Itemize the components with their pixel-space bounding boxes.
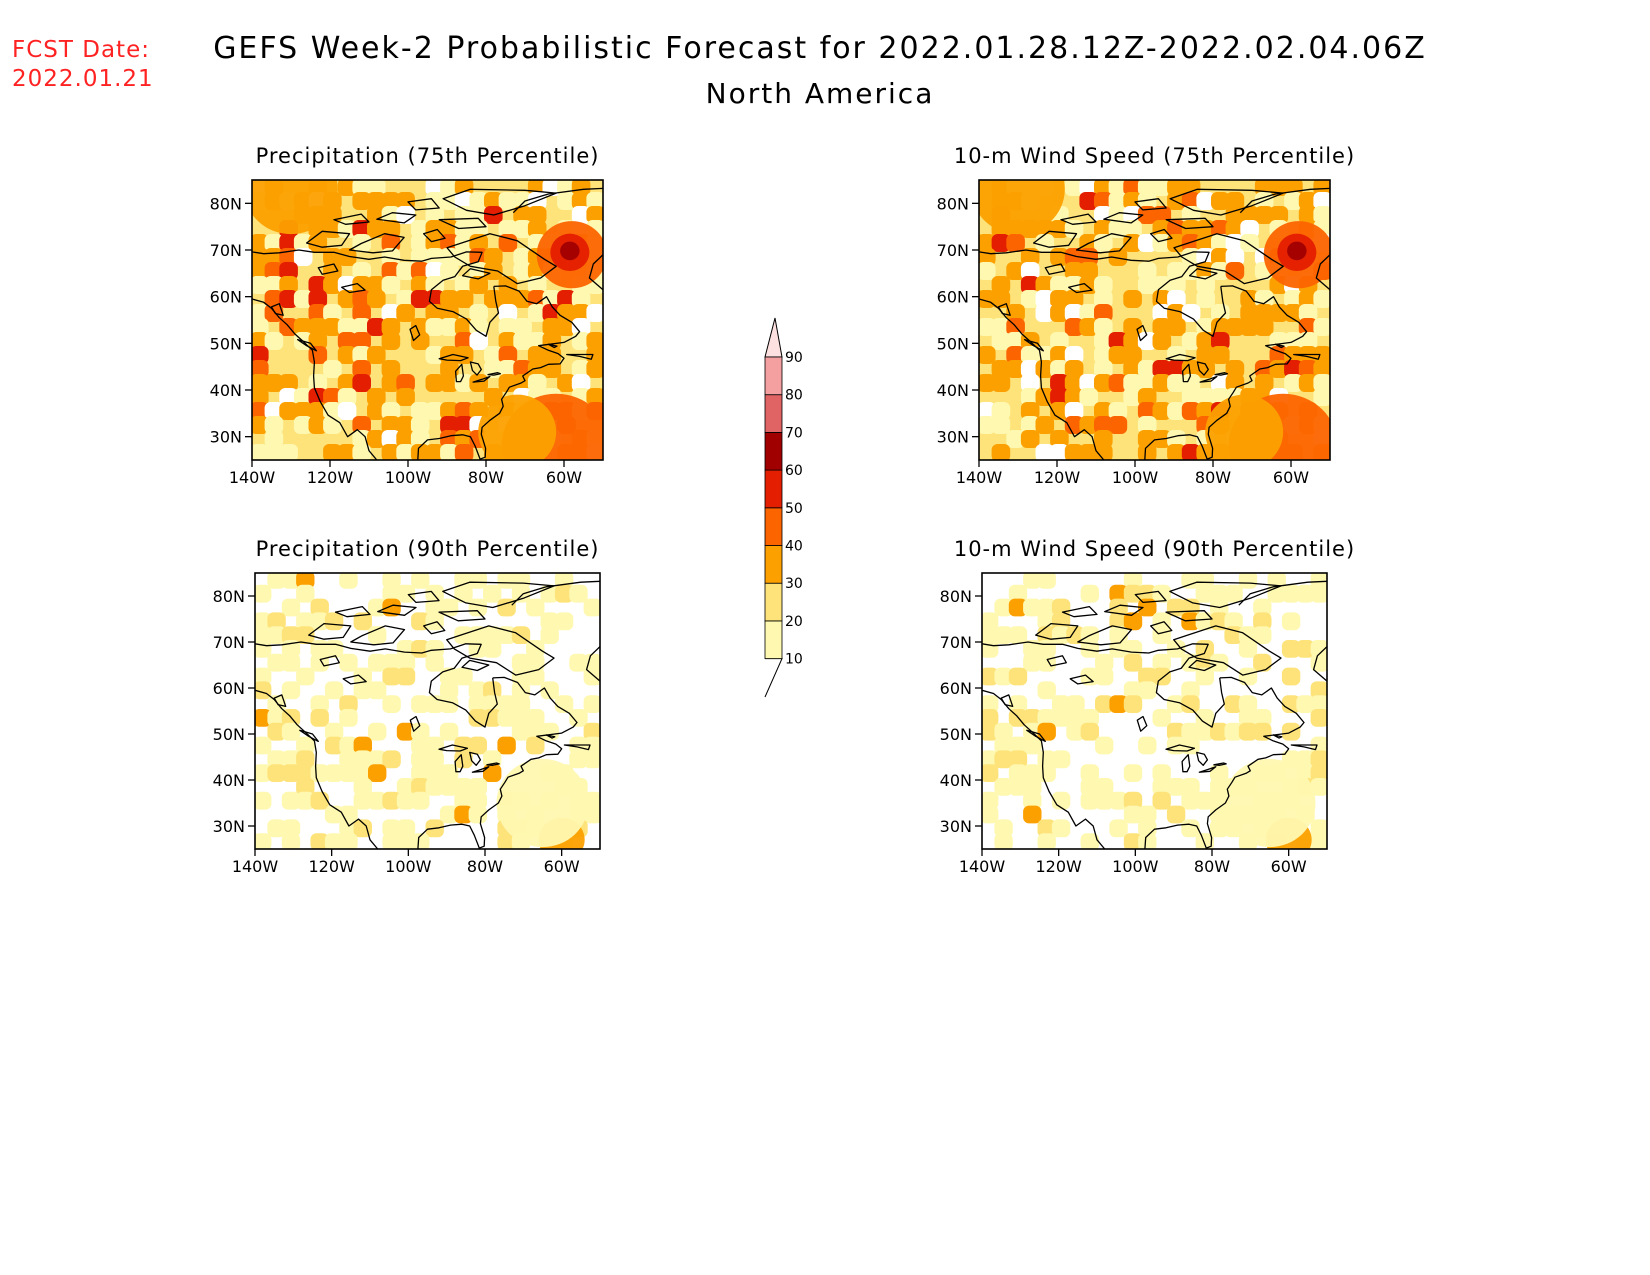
forecast-date-label: FCST Date: xyxy=(12,37,150,63)
panel-frame xyxy=(978,179,1331,461)
lon-tick-label: 120W xyxy=(308,857,355,876)
colorbar-swatch xyxy=(764,431,783,471)
lon-tick-label: 60W xyxy=(1271,857,1307,876)
panel-frame xyxy=(981,572,1328,850)
colorbar-label: 60 xyxy=(785,463,803,479)
lat-tick-label: 40N xyxy=(210,381,242,400)
colorbar: 10 20 30 40 50 60 70 80 90 xyxy=(764,317,803,698)
map-panel-precip-75: Precipitation (75th Percentile) 80N 70N 60N… xyxy=(210,144,604,487)
lat-tick-label: 80N xyxy=(937,194,969,213)
lon-tick-label: 60W xyxy=(1273,468,1309,487)
colorbar-label: 30 xyxy=(785,576,803,592)
coastline xyxy=(982,580,1327,849)
panel-frame xyxy=(251,179,604,461)
colorbar-label: 50 xyxy=(785,501,803,517)
probability-field xyxy=(252,180,603,460)
colorbar-label: 10 xyxy=(785,652,803,668)
lat-tick-label: 40N xyxy=(213,771,245,790)
lon-tick-label: 60W xyxy=(544,857,580,876)
lon-tick-label: 140W xyxy=(956,468,1003,487)
colorbar-swatch xyxy=(764,545,783,584)
panel-title: 10-m Wind Speed (75th Percentile) xyxy=(954,144,1355,168)
colorbar-swatch xyxy=(764,394,783,433)
panel-title: Precipitation (90th Percentile) xyxy=(256,537,600,561)
coastline xyxy=(252,187,603,460)
lat-tick-label: 50N xyxy=(937,334,969,353)
lat-tick-label: 60N xyxy=(937,288,969,307)
panel-frame xyxy=(254,572,601,850)
lat-tick-label: 60N xyxy=(210,288,242,307)
panel-title: Precipitation (75th Percentile) xyxy=(256,144,600,168)
lon-tick-label: 80W xyxy=(467,857,503,876)
lon-tick-label: 100W xyxy=(1112,468,1159,487)
colorbar-swatch xyxy=(764,356,783,396)
probability-field xyxy=(979,180,1330,460)
lat-tick-label: 70N xyxy=(210,241,242,260)
lon-tick-label: 140W xyxy=(232,857,279,876)
lat-tick-label: 40N xyxy=(940,771,972,790)
lon-tick-label: 100W xyxy=(1112,857,1159,876)
colorbar-extend-top xyxy=(764,317,783,358)
colorbar-label: 80 xyxy=(785,388,803,404)
lat-tick-label: 50N xyxy=(210,334,242,353)
lat-tick-label: 30N xyxy=(213,817,245,836)
lat-tick-label: 30N xyxy=(940,817,972,836)
probability-field xyxy=(982,573,1327,849)
lat-tick-label: 80N xyxy=(213,587,245,606)
lat-tick-label: 60N xyxy=(213,679,245,698)
lat-tick-label: 50N xyxy=(213,725,245,744)
colorbar-label: 70 xyxy=(785,425,803,441)
panel-title: 10-m Wind Speed (90th Percentile) xyxy=(954,537,1355,561)
lon-tick-label: 120W xyxy=(307,468,354,487)
lat-tick-label: 70N xyxy=(940,633,972,652)
lon-tick-label: 80W xyxy=(468,468,504,487)
lat-tick-label: 30N xyxy=(937,428,969,447)
map-panel-wind-90: 10-m Wind Speed (90th Percentile) 80N 70N 6… xyxy=(940,537,1355,876)
lat-tick-label: 30N xyxy=(210,428,242,447)
figure-title: GEFS Week-2 Probabilistic Forecast for 2… xyxy=(213,31,1427,66)
colorbar-label: 40 xyxy=(785,539,803,555)
lat-tick-label: 70N xyxy=(213,633,245,652)
colorbar-label: 90 xyxy=(785,350,803,366)
coastline xyxy=(979,187,1330,460)
figure-subtitle: North America xyxy=(705,77,935,110)
lat-tick-label: 60N xyxy=(940,679,972,698)
colorbar-label: 20 xyxy=(785,614,803,630)
lat-tick-label: 80N xyxy=(940,587,972,606)
lat-tick-label: 50N xyxy=(940,725,972,744)
lon-tick-label: 60W xyxy=(546,468,582,487)
colorbar-swatch xyxy=(764,582,783,622)
lon-tick-label: 80W xyxy=(1194,857,1230,876)
forecast-date-value: 2022.01.21 xyxy=(12,66,154,92)
coastline xyxy=(255,580,600,849)
probability-field xyxy=(255,573,600,849)
colorbar-swatch xyxy=(764,507,783,546)
colorbar-swatch xyxy=(764,469,783,509)
map-panel-precip-90: Precipitation (90th Percentile) 80N 70N 60N… xyxy=(213,537,601,876)
lat-tick-label: 40N xyxy=(937,381,969,400)
map-panel-wind-75: 10-m Wind Speed (75th Percentile) 80N 70N 6… xyxy=(937,144,1355,487)
colorbar-extend-bottom xyxy=(764,658,783,698)
lat-tick-label: 70N xyxy=(937,241,969,260)
lon-tick-label: 140W xyxy=(959,857,1006,876)
forecast-date-block: FCST Date: 2022.01.21 xyxy=(12,36,154,94)
lon-tick-label: 120W xyxy=(1034,468,1081,487)
lon-tick-label: 120W xyxy=(1035,857,1082,876)
lon-tick-label: 100W xyxy=(385,857,432,876)
lon-tick-label: 140W xyxy=(229,468,276,487)
lon-tick-label: 100W xyxy=(385,468,432,487)
lon-tick-label: 80W xyxy=(1195,468,1231,487)
colorbar-swatch xyxy=(764,620,783,660)
lat-tick-label: 80N xyxy=(210,194,242,213)
